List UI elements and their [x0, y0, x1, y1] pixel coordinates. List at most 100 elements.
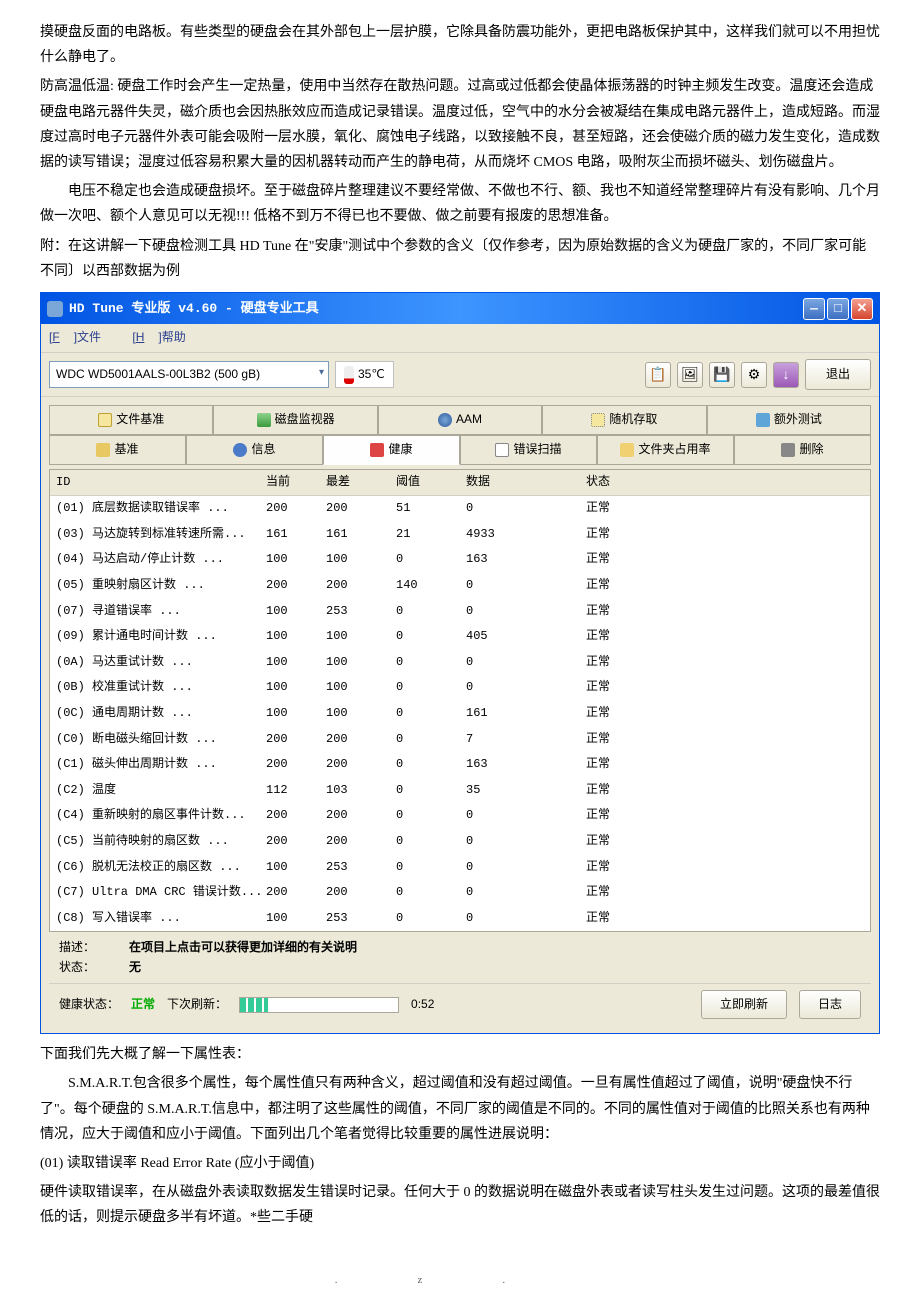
col-worst[interactable]: 最差 — [320, 470, 390, 496]
tab-信息[interactable]: 信息 — [186, 435, 323, 465]
cell: 200 — [260, 880, 320, 906]
cell: (07) 寻道错误率 ... — [50, 599, 260, 625]
tab-label: 删除 — [799, 439, 823, 461]
window-title: HD Tune 专业版 v4.60 - 硬盘专业工具 — [69, 297, 319, 320]
cell: 0 — [460, 803, 580, 829]
cell: 正常 — [580, 803, 640, 829]
tab-基准[interactable]: 基准 — [49, 435, 186, 465]
col-status[interactable]: 状态 — [580, 470, 640, 496]
tab-AAM[interactable]: AAM — [378, 405, 542, 435]
tab-错误扫描[interactable]: 错误扫描 — [460, 435, 597, 465]
col-data[interactable]: 数据 — [460, 470, 580, 496]
cell: 200 — [260, 829, 320, 855]
cell: 正常 — [580, 701, 640, 727]
close-button[interactable]: ✕ — [851, 298, 873, 320]
cell: (C1) 磁头伸出周期计数 ... — [50, 752, 260, 778]
copy-text-button[interactable]: 📋 — [645, 362, 671, 388]
cell: 0 — [460, 496, 580, 522]
status-label: 状态： — [59, 958, 129, 977]
cell: 100 — [320, 547, 390, 573]
copy-image-button[interactable]: 🖼 — [677, 362, 703, 388]
table-row[interactable]: (C8) 写入错误率 ...10025300正常 — [50, 906, 870, 932]
cell: 0 — [390, 803, 460, 829]
table-row[interactable]: (C0) 断电磁头缩回计数 ...20020007正常 — [50, 727, 870, 753]
cell: 140 — [390, 573, 460, 599]
table-row[interactable]: (C2) 温度112103035正常 — [50, 778, 870, 804]
tabs-row-1: 文件基准 磁盘监视器 AAM 随机存取 额外测试 — [49, 405, 871, 435]
cell: 163 — [460, 752, 580, 778]
down-button[interactable]: ↓ — [773, 362, 799, 388]
cell: 200 — [260, 727, 320, 753]
cell: 0 — [460, 855, 580, 881]
table-row[interactable]: (0C) 通电周期计数 ...1001000161正常 — [50, 701, 870, 727]
cell: 51 — [390, 496, 460, 522]
titlebar[interactable]: HD Tune 专业版 v4.60 - 硬盘专业工具 — □ ✕ — [41, 293, 879, 324]
cell: 正常 — [580, 855, 640, 881]
cell: 正常 — [580, 624, 640, 650]
table-row[interactable]: (05) 重映射扇区计数 ...2002001400正常 — [50, 573, 870, 599]
table-row[interactable]: (0A) 马达重试计数 ...10010000正常 — [50, 650, 870, 676]
log-button[interactable]: 日志 — [799, 990, 861, 1020]
tab-删除[interactable]: 删除 — [734, 435, 871, 465]
menu-help[interactable]: [H]帮助 — [132, 330, 199, 344]
cell: 0 — [390, 727, 460, 753]
options-button[interactable]: ⚙ — [741, 362, 767, 388]
cell: 200 — [320, 803, 390, 829]
table-row[interactable]: (C5) 当前待映射的扇区数 ...20020000正常 — [50, 829, 870, 855]
refresh-now-button[interactable]: 立即刷新 — [701, 990, 787, 1020]
cell: 7 — [460, 727, 580, 753]
cell: 161 — [460, 701, 580, 727]
health-status-label: 健康状态： — [59, 994, 119, 1016]
doc-paragraph: S.M.A.R.T.包含很多个属性，每个属性值只有两种含义，超过阈值和没有超过阈… — [40, 1071, 880, 1147]
cell: 100 — [260, 855, 320, 881]
col-threshold[interactable]: 阈值 — [390, 470, 460, 496]
cell: 200 — [320, 829, 390, 855]
cell: 0 — [460, 675, 580, 701]
menu-file[interactable]: [F]文件 — [49, 330, 115, 344]
table-row[interactable]: (C7) Ultra DMA CRC 错误计数...20020000正常 — [50, 880, 870, 906]
table-row[interactable]: (09) 累计通电时间计数 ...1001000405正常 — [50, 624, 870, 650]
cell: (0B) 校准重试计数 ... — [50, 675, 260, 701]
drive-select[interactable]: WDC WD5001AALS-00L3B2 (500 gB) — [49, 361, 329, 389]
col-current[interactable]: 当前 — [260, 470, 320, 496]
table-row[interactable]: (0B) 校准重试计数 ...10010000正常 — [50, 675, 870, 701]
exit-button[interactable]: 退出 — [805, 359, 871, 391]
tab-额外测试[interactable]: 额外测试 — [707, 405, 871, 435]
app-icon — [47, 301, 63, 317]
cell: 21 — [390, 522, 460, 548]
col-id[interactable]: ID — [50, 470, 260, 496]
tab-随机存取[interactable]: 随机存取 — [542, 405, 706, 435]
cell: (09) 累计通电时间计数 ... — [50, 624, 260, 650]
table-row[interactable]: (01) 底层数据读取错误率 ...200200510正常 — [50, 496, 870, 522]
save-button[interactable]: 💾 — [709, 362, 735, 388]
cell: 100 — [320, 675, 390, 701]
cell: 163 — [460, 547, 580, 573]
table-row[interactable]: (03) 马达旋转到标准转速所需...161161214933正常 — [50, 522, 870, 548]
table-row[interactable]: (C1) 磁头伸出周期计数 ...2002000163正常 — [50, 752, 870, 778]
cell: 0 — [390, 701, 460, 727]
tab-健康[interactable]: 健康 — [323, 435, 460, 465]
tab-文件夹占用率[interactable]: 文件夹占用率 — [597, 435, 734, 465]
table-row[interactable]: (04) 马达启动/停止计数 ...1001000163正常 — [50, 547, 870, 573]
cell: 200 — [260, 496, 320, 522]
cell: 200 — [320, 880, 390, 906]
table-header: ID 当前 最差 阈值 数据 状态 — [50, 470, 870, 497]
tab-文件基准[interactable]: 文件基准 — [49, 405, 213, 435]
minimize-button[interactable]: — — [803, 298, 825, 320]
doc-paragraph: 摸硬盘反面的电路板。有些类型的硬盘会在其外部包上一层护膜，它除具备防震功能外，更… — [40, 20, 880, 70]
tab-label: 健康 — [388, 439, 412, 461]
maximize-button[interactable]: □ — [827, 298, 849, 320]
tab-label: AAM — [456, 409, 482, 431]
tab-label: 额外测试 — [774, 409, 822, 431]
table-row[interactable]: (C4) 重新映射的扇区事件计数...20020000正常 — [50, 803, 870, 829]
table-row[interactable]: (07) 寻道错误率 ...10025300正常 — [50, 599, 870, 625]
cell: 0 — [390, 547, 460, 573]
cell: 161 — [320, 522, 390, 548]
table-row[interactable]: (C6) 脱机无法校正的扇区数 ...10025300正常 — [50, 855, 870, 881]
cell: (C4) 重新映射的扇区事件计数... — [50, 803, 260, 829]
tab-label: 文件基准 — [116, 409, 164, 431]
ic-extra-icon — [756, 413, 770, 427]
tab-磁盘监视器[interactable]: 磁盘监视器 — [213, 405, 377, 435]
next-refresh-label: 下次刷新： — [167, 994, 227, 1016]
cell: 0 — [460, 906, 580, 932]
